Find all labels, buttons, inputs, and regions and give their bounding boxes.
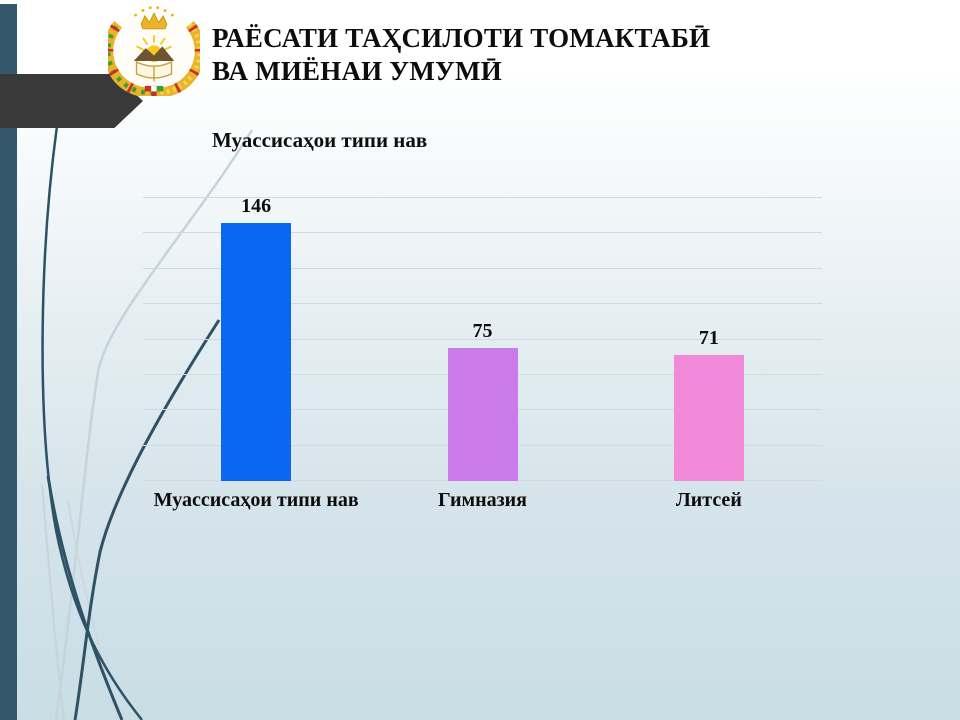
tajikistan-coat-of-arms-icon: [103, 4, 205, 98]
left-accent-bar: [0, 4, 17, 720]
chart-bar-3: [673, 355, 744, 481]
chart-bar-1: [221, 222, 292, 481]
category-axis: Муассисаҳои типи нав Гимназия Литсей: [143, 489, 822, 519]
bar-value-label: 146: [241, 194, 272, 217]
chart-bar-2: [447, 348, 518, 481]
slide-title-line2: ВА МИЁНАИ УМУМӢ: [212, 56, 502, 86]
category-label: Гимназия: [437, 489, 528, 511]
plot-area: 146 75 71: [143, 194, 822, 481]
gridline: [143, 303, 822, 305]
gridline: [143, 197, 822, 198]
gridline: [143, 232, 822, 234]
category-label: Муассисаҳои типи нав: [153, 489, 359, 511]
slide-title: РАЁСАТИ ТАҲСИЛОТИ ТОМАКТАБӢ ВА МИЁНАИ УМУ…: [212, 22, 710, 88]
bar-value-label: 71: [698, 327, 719, 350]
category-label: Литсей: [675, 489, 742, 511]
gridline: [143, 267, 822, 269]
gridline: [143, 338, 822, 340]
bar-value-label: 75: [472, 320, 493, 343]
chart-title: Муассисаҳои типи нав: [212, 128, 428, 152]
slide-title-line1: РАЁСАТИ ТАҲСИЛОТИ ТОМАКТАБӢ: [212, 23, 711, 53]
